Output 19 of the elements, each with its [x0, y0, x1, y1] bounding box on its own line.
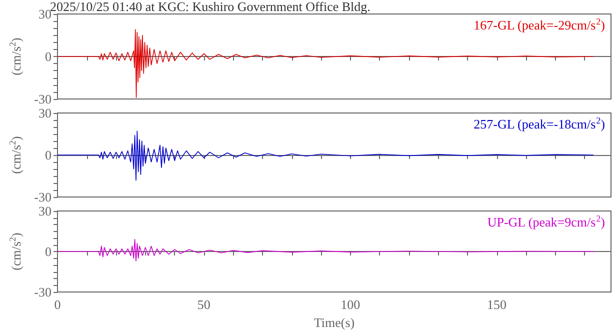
y-tick-label: -30 [34, 92, 52, 106]
y-tick-label: 30 [38, 6, 52, 22]
y-tick-label: 30 [38, 204, 52, 218]
y-tick-label: 30 [38, 106, 52, 120]
x-axis-title: Time(s) [314, 315, 355, 330]
line-series [57, 130, 594, 181]
y-axis-title: (cm/s2) [8, 232, 24, 270]
y-axis-title: (cm/s2) [8, 38, 24, 76]
chart-title: 2025/10/25 01:40 at KGC: Kushiro Government Office Bldg. [50, 0, 370, 14]
x-tick-label: 50 [197, 297, 210, 312]
y-tick-label: 0 [45, 49, 52, 64]
x-tick-label: 150 [487, 297, 507, 312]
y-tick-label: -30 [34, 190, 52, 204]
y-tick-label: -30 [34, 284, 52, 300]
y-tick-label: 0 [45, 244, 52, 259]
x-tick-label: 100 [340, 297, 360, 312]
line-series [57, 238, 594, 262]
y-tick-label: 0 [45, 148, 52, 162]
y-axis-title: (cm/s2) [8, 136, 24, 174]
